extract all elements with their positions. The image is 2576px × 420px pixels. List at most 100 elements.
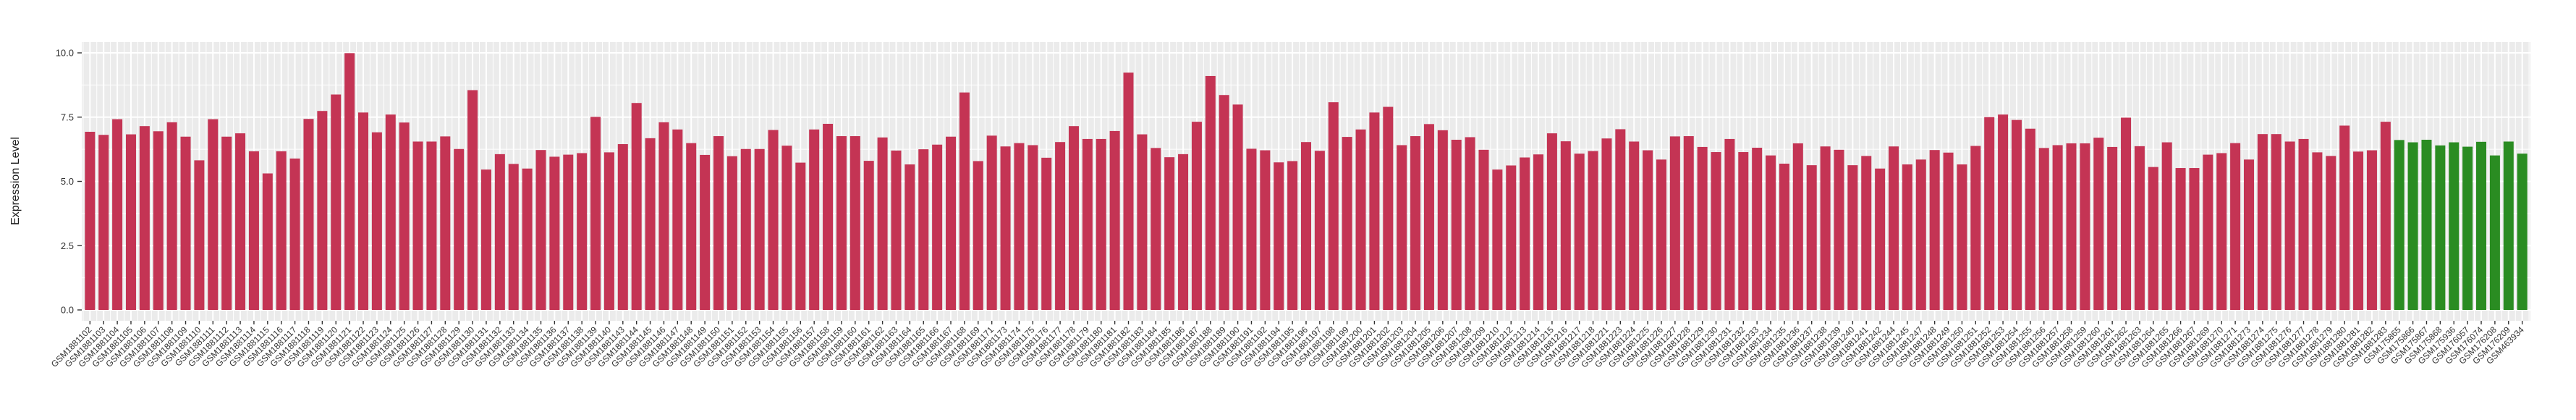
bar: [946, 136, 957, 310]
bar: [1820, 146, 1831, 310]
bar: [1028, 145, 1038, 310]
bar: [1861, 156, 1872, 310]
bar: [1109, 130, 1120, 310]
bar: [221, 136, 232, 310]
bar: [1984, 117, 1995, 310]
bar: [289, 158, 300, 310]
bar: [1478, 149, 1489, 310]
bar: [2161, 142, 2172, 310]
bar: [781, 146, 792, 310]
bar: [1792, 143, 1803, 310]
bar: [1041, 157, 1052, 310]
bar: [2449, 142, 2460, 310]
bar: [700, 154, 711, 310]
bar: [1520, 157, 1530, 310]
bar: [631, 103, 642, 310]
bar: [603, 152, 614, 310]
bar: [891, 150, 902, 310]
bar: [2203, 154, 2213, 310]
bar: [577, 153, 588, 310]
bar: [1697, 146, 1708, 310]
bar: [385, 114, 396, 310]
bar: [768, 130, 779, 310]
bar: [1355, 129, 1366, 310]
bar: [1096, 138, 1106, 310]
bar: [426, 141, 437, 310]
bar: [1847, 165, 1858, 310]
y-tick-label: 0.0: [61, 305, 74, 316]
bar: [412, 141, 423, 310]
bar: [959, 92, 970, 311]
bar: [1601, 138, 1612, 310]
bar: [2052, 145, 2063, 310]
bar: [2093, 138, 2104, 310]
bar: [1724, 138, 1735, 310]
bar: [2517, 154, 2528, 310]
bar: [918, 149, 929, 310]
bar: [2271, 134, 2281, 310]
bar: [1232, 104, 1243, 311]
bar: [1875, 168, 1886, 310]
bar: [1889, 146, 1899, 310]
bar: [112, 119, 123, 310]
bar: [399, 122, 410, 310]
bar: [1219, 95, 1229, 310]
bar: [98, 135, 109, 310]
bar: [672, 129, 683, 310]
bar: [248, 151, 259, 310]
bar: [1246, 148, 1257, 310]
bar: [1274, 162, 1284, 310]
bar: [125, 134, 136, 310]
bar: [2435, 145, 2446, 310]
bar: [208, 119, 219, 310]
bar: [1738, 152, 1749, 310]
bar: [1902, 164, 1912, 310]
bar: [2407, 142, 2418, 310]
bar: [2025, 128, 2035, 310]
bar: [590, 117, 601, 310]
bar: [850, 136, 860, 310]
bar: [863, 161, 874, 310]
bar: [358, 112, 369, 311]
bar: [1752, 147, 1763, 310]
bar: [1766, 155, 1776, 310]
bar: [904, 164, 915, 310]
bar: [2134, 146, 2145, 310]
bar: [1669, 136, 1680, 310]
bar: [713, 136, 724, 310]
bar: [2121, 117, 2132, 310]
bar: [2462, 146, 2473, 310]
bar: [549, 156, 560, 310]
bar: [2353, 151, 2364, 310]
bar: [617, 144, 628, 310]
bar: [1410, 136, 1421, 310]
bar: [1260, 150, 1271, 310]
bar: [1164, 157, 1175, 310]
bar: [1560, 141, 1571, 310]
bar: [166, 122, 177, 310]
bar: [1957, 164, 1967, 310]
bar: [1656, 159, 1666, 310]
bar: [2476, 141, 2487, 310]
bar: [932, 144, 943, 310]
bar: [2066, 143, 2077, 310]
bar: [522, 168, 533, 310]
bar: [1423, 124, 1434, 310]
bar: [1711, 152, 1721, 310]
bar: [1506, 165, 1517, 310]
bar: [2503, 141, 2514, 310]
y-axis-title: Expression Level: [9, 137, 22, 225]
bar: [1970, 146, 1981, 310]
bar: [1574, 154, 1585, 310]
bar: [2421, 139, 2432, 310]
bar: [686, 143, 697, 310]
bar: [754, 148, 765, 310]
bar: [1588, 151, 1598, 310]
bar: [2038, 148, 2049, 310]
bar: [986, 135, 997, 310]
bar: [508, 164, 519, 310]
bar: [1205, 75, 1216, 310]
bar: [2107, 146, 2118, 310]
bar: [658, 122, 669, 310]
bar: [139, 126, 150, 310]
